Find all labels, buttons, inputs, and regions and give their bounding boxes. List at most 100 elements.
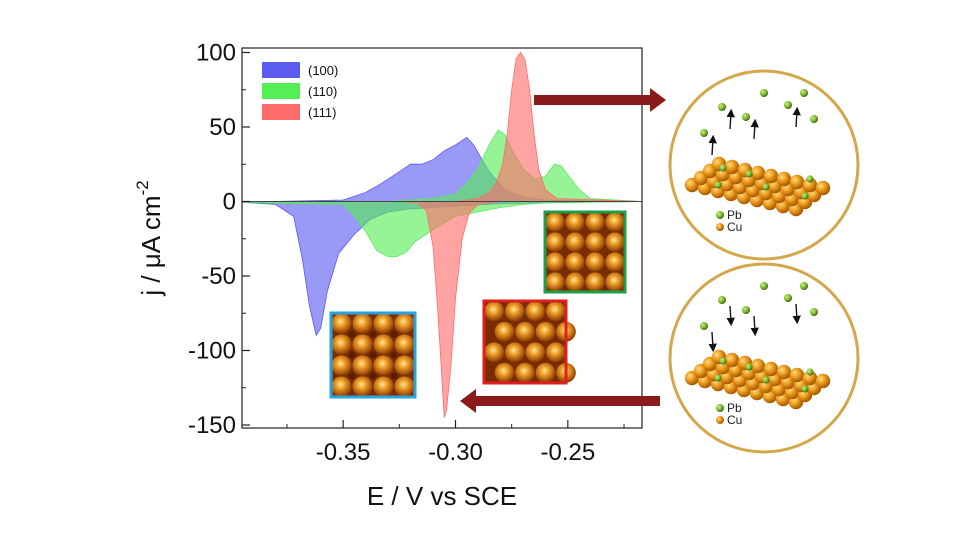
motion-arrow (708, 134, 717, 156)
surface-atom (585, 212, 605, 232)
pb-atom (760, 89, 768, 97)
surface-atom (565, 212, 585, 232)
pb-atom (718, 103, 726, 111)
pb-atom (800, 282, 808, 290)
surface-atom (494, 321, 515, 342)
hollow-site (369, 330, 377, 338)
y-tick-label: 100 (196, 39, 236, 66)
motion-arrow (750, 118, 759, 140)
surface-atom (484, 342, 505, 363)
cu-legend-dot (716, 416, 724, 424)
pb-atom (784, 294, 792, 302)
surface-atom (352, 355, 373, 376)
cu-atom (750, 358, 766, 374)
voltammogram-plot: -0.35 -0.30 -0.25 100 50 0 -50 -100 -150 (100) … (133, 39, 643, 511)
legend-swatch-100 (262, 62, 300, 78)
cu-atom (763, 361, 779, 377)
motion-arrow (750, 315, 759, 337)
y-tick-label: -150 (188, 412, 236, 439)
cu-atom (802, 370, 818, 386)
surface-atom (373, 313, 394, 334)
surface-atom (373, 355, 394, 376)
surface-atom (394, 334, 415, 355)
surface-atom (373, 376, 394, 397)
y-axis-title-main: j / μA cm (136, 195, 166, 296)
deposition-arrow (460, 389, 660, 413)
y-tick-label: 0 (223, 188, 236, 215)
cu-legend-label: Cu (727, 413, 742, 427)
cu-atom (763, 168, 779, 184)
surface-atom (585, 272, 605, 292)
legend-label-111: (111) (308, 105, 336, 120)
pb-legend-dot (716, 404, 724, 412)
crystal-surface-100-image (329, 311, 417, 399)
pb-atom (800, 89, 808, 97)
pb-adatom (745, 363, 753, 371)
pb-atom (742, 113, 750, 121)
pb-atom (784, 101, 792, 109)
x-tick-label: -0.30 (428, 439, 483, 466)
cu-atom (776, 364, 792, 380)
pb-atom (700, 129, 708, 137)
surface-atom (535, 321, 556, 342)
pb-adatom (745, 170, 753, 178)
surface-atom (545, 212, 565, 232)
y-tick-label: -100 (188, 338, 236, 365)
surface-atom (331, 334, 352, 355)
pb-adatom (714, 374, 722, 382)
stripping-arrow (534, 88, 666, 112)
cu-atom (815, 373, 831, 389)
series-area-110 (241, 129, 643, 257)
crystal-surface-110-image (543, 210, 627, 294)
surface-atom (373, 334, 394, 355)
legend: (100) (110) (111) (262, 62, 338, 120)
x-axis-ticks: -0.35 -0.30 -0.25 (286, 420, 625, 466)
motion-arrow (726, 108, 735, 130)
legend-swatch-111 (262, 104, 300, 120)
surface-atom (504, 301, 525, 322)
surface-atom (484, 301, 505, 322)
surface-atom (394, 313, 415, 334)
surface-atom (331, 313, 352, 334)
surface-atom (585, 252, 605, 272)
surface-atom (331, 376, 352, 397)
cu-atom (802, 177, 818, 193)
pb-atom (760, 282, 768, 290)
surface-atom (515, 362, 535, 383)
legend-label-110: (110) (308, 84, 337, 99)
pb-adatom (806, 175, 814, 183)
surface-atom (545, 252, 565, 272)
pb-legend-dot (716, 211, 724, 219)
hollow-site (390, 351, 398, 359)
surface-atom (494, 362, 515, 383)
plot-frame (241, 47, 643, 429)
x-axis-title: E / V vs SCE (367, 481, 517, 511)
surface-atom (525, 301, 546, 322)
hollow-site (390, 330, 398, 338)
hollow-site (348, 372, 356, 380)
pb-adatom (806, 368, 814, 376)
motion-arrow (792, 106, 801, 128)
pb-atom (810, 115, 818, 123)
cu-atom (789, 174, 805, 190)
surface-atom (352, 376, 373, 397)
crystal-frame (329, 311, 417, 399)
cu-atom (724, 159, 740, 175)
motion-arrow (792, 303, 801, 325)
pb-adatom (719, 357, 727, 365)
hollow-site (369, 372, 377, 380)
y-tick-label: -50 (201, 263, 236, 290)
surface-atom (394, 355, 415, 376)
surface-atom (545, 342, 566, 363)
pb-legend-label: Pb (727, 401, 742, 415)
pb-atom (742, 306, 750, 314)
pb-adatom (719, 164, 727, 172)
crystal-frame (543, 210, 627, 294)
hollow-site (390, 372, 398, 380)
x-tick-label: -0.35 (316, 439, 371, 466)
surface-atom (515, 321, 535, 342)
surface-atom (545, 232, 565, 252)
